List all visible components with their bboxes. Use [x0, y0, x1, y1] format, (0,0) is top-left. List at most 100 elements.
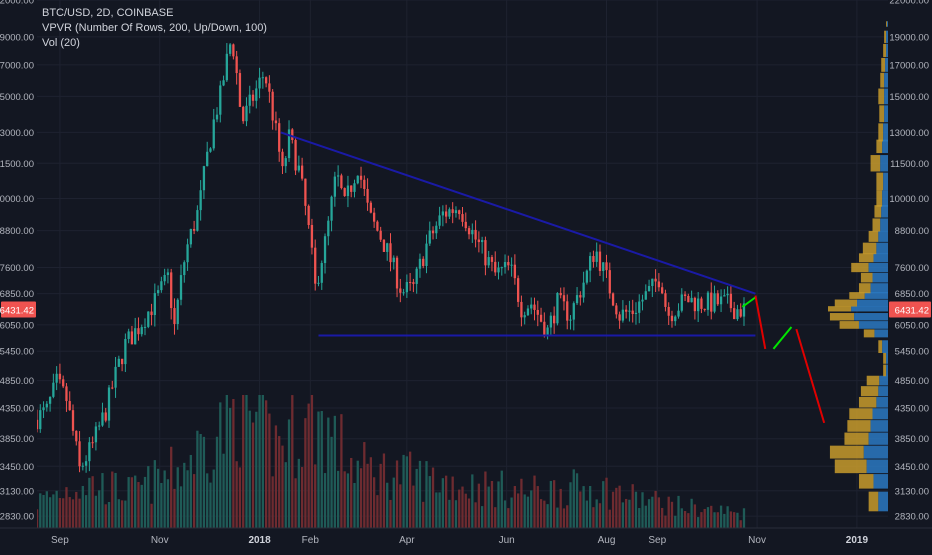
candle-body[interactable] [418, 258, 422, 269]
candle-body[interactable] [88, 442, 91, 462]
candle-body[interactable] [310, 224, 314, 248]
candle-body[interactable] [726, 293, 729, 296]
candle-body[interactable] [566, 301, 569, 321]
candle-body[interactable] [408, 282, 412, 284]
candle-body[interactable] [372, 212, 376, 222]
candle-body[interactable] [608, 270, 611, 294]
candle-body[interactable] [392, 257, 395, 263]
candle-body[interactable] [143, 326, 147, 328]
candle-body[interactable] [225, 53, 228, 81]
candle-body[interactable] [454, 210, 458, 214]
candle-body[interactable] [520, 301, 523, 318]
candle-body[interactable] [733, 308, 736, 320]
candle-body[interactable] [628, 310, 631, 312]
candle-body[interactable] [222, 80, 225, 86]
legend-volume[interactable]: Vol (20) [42, 37, 80, 49]
candle-body[interactable] [333, 176, 336, 197]
candle-body[interactable] [39, 410, 42, 430]
candle-body[interactable] [549, 315, 553, 328]
candle-body[interactable] [569, 319, 572, 321]
candle-body[interactable] [471, 229, 474, 235]
candle-body[interactable] [219, 85, 222, 115]
candle-body[interactable] [503, 262, 507, 268]
candle-body[interactable] [189, 228, 192, 245]
candle-body[interactable] [444, 211, 448, 217]
candle-body[interactable] [330, 196, 333, 221]
candle-body[interactable] [644, 291, 647, 300]
candle-body[interactable] [703, 308, 706, 310]
candle-body[interactable] [595, 251, 598, 262]
candle-body[interactable] [212, 119, 215, 149]
candle-body[interactable] [582, 282, 585, 298]
candle-body[interactable] [52, 382, 55, 397]
candle-body[interactable] [553, 315, 556, 324]
candle-body[interactable] [598, 251, 602, 271]
candle-body[interactable] [680, 294, 683, 311]
candle-body[interactable] [75, 430, 78, 442]
candle-body[interactable] [232, 44, 235, 57]
candle-body[interactable] [206, 151, 209, 167]
candle-body[interactable] [458, 210, 461, 215]
candle-body[interactable] [81, 465, 84, 467]
candle-body[interactable] [729, 293, 733, 309]
candle-body[interactable] [677, 310, 680, 317]
candle-body[interactable] [271, 91, 274, 121]
candle-body[interactable] [350, 185, 353, 192]
candle-body[interactable] [202, 166, 206, 191]
candle-body[interactable] [45, 403, 48, 408]
candle-body[interactable] [363, 179, 366, 189]
candle-body[interactable] [120, 358, 124, 365]
candle-body[interactable] [687, 295, 690, 303]
candle-body[interactable] [274, 120, 278, 124]
candle-body[interactable] [477, 239, 481, 243]
candle-body[interactable] [251, 94, 255, 101]
candle-body[interactable] [291, 129, 294, 140]
candle-body[interactable] [467, 228, 471, 235]
candle-body[interactable] [156, 290, 160, 294]
candle-body[interactable] [464, 221, 467, 229]
candle-body[interactable] [661, 287, 664, 294]
candle-body[interactable] [278, 123, 281, 152]
candle-body[interactable] [300, 165, 304, 179]
candle-body[interactable] [651, 278, 654, 287]
candle-body[interactable] [674, 316, 677, 322]
candle-body[interactable] [317, 282, 320, 284]
candle-body[interactable] [84, 461, 88, 466]
candle-body[interactable] [209, 148, 212, 152]
candle-body[interactable] [176, 299, 179, 325]
candle-body[interactable] [654, 278, 657, 282]
candle-body[interactable] [690, 297, 693, 303]
candle-body[interactable] [461, 214, 464, 222]
candle-body[interactable] [634, 312, 638, 315]
candle-body[interactable] [716, 293, 719, 305]
candle-body[interactable] [268, 83, 271, 92]
candle-body[interactable] [428, 230, 431, 244]
candle-body[interactable] [389, 243, 392, 263]
candle-body[interactable] [670, 315, 674, 322]
candle-body[interactable] [140, 327, 143, 335]
candle-body[interactable] [356, 175, 359, 184]
candle-body[interactable] [500, 267, 503, 269]
candle-body[interactable] [559, 292, 562, 296]
candle-body[interactable] [507, 262, 510, 266]
candle-body[interactable] [261, 77, 264, 79]
candle-body[interactable] [134, 328, 137, 345]
candle-body[interactable] [719, 296, 723, 305]
trendline-projection-down-2[interactable] [795, 328, 826, 424]
candle-body[interactable] [68, 401, 71, 411]
candle-body[interactable] [147, 311, 150, 327]
candle-body[interactable] [91, 442, 94, 444]
candle-body[interactable] [199, 190, 202, 211]
candle-body[interactable] [683, 294, 687, 296]
candle-body[interactable] [294, 139, 297, 171]
candle-body[interactable] [589, 256, 592, 271]
candle-body[interactable] [346, 185, 350, 197]
candle-body[interactable] [494, 261, 497, 273]
candle-body[interactable] [107, 387, 111, 421]
candle-body[interactable] [533, 304, 536, 310]
candle-body[interactable] [327, 220, 330, 237]
candle-body[interactable] [572, 303, 575, 320]
candle-body[interactable] [431, 230, 435, 234]
candle-body[interactable] [320, 263, 323, 283]
candle-body[interactable] [667, 306, 670, 316]
